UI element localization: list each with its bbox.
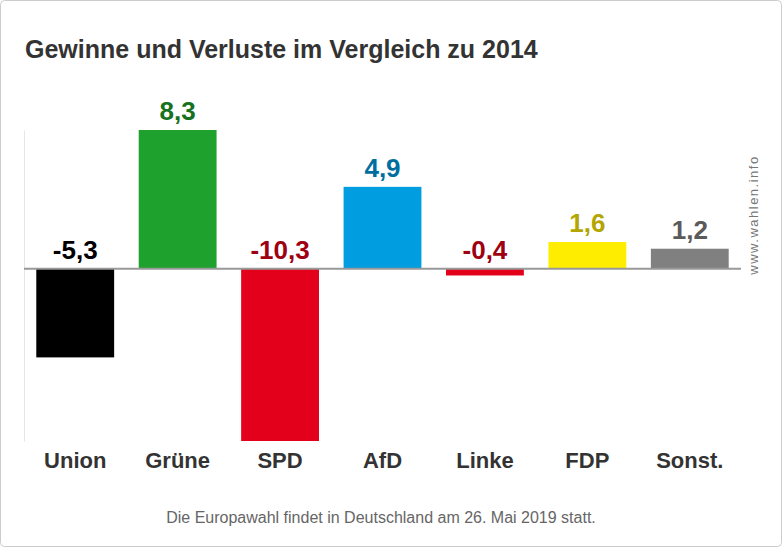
x-tick-label: FDP xyxy=(565,448,609,473)
footnote: Die Europawahl findet in Deutschland am … xyxy=(166,509,596,526)
data-label: 8,3 xyxy=(160,96,196,126)
x-tick-label: Union xyxy=(44,448,106,473)
bar xyxy=(139,130,217,269)
watermark: www.wahlen.info xyxy=(746,155,761,275)
bar xyxy=(241,269,319,441)
title: Gewinne und Verluste im Vergleich zu 201… xyxy=(25,35,538,63)
data-label: 1,2 xyxy=(672,215,708,245)
x-tick-label: Grüne xyxy=(145,448,210,473)
x-tick-label: AfD xyxy=(363,448,402,473)
data-label: -0,4 xyxy=(463,235,508,265)
zero-line xyxy=(24,268,741,270)
x-tick: Grüne xyxy=(145,448,210,473)
x-tick-label: Linke xyxy=(456,448,513,473)
x-tick: Union xyxy=(44,448,106,473)
data-label: 1,6 xyxy=(569,208,605,238)
data-label: 4,9 xyxy=(364,153,400,183)
grid xyxy=(24,268,741,269)
bar xyxy=(446,269,524,276)
x-tick-label: Sonst. xyxy=(656,448,723,473)
data-label: -5,3 xyxy=(53,235,98,265)
x-tick-label: SPD xyxy=(257,448,302,473)
chart: Gewinne und Verluste im Vergleich zu 201… xyxy=(0,0,782,547)
x-tick: AfD xyxy=(363,448,402,473)
y-axis-line xyxy=(24,131,25,442)
bar xyxy=(36,269,114,358)
x-tick: SPD xyxy=(257,448,302,473)
x-axis: Union Grüne SPD AfD Linke FDP Sonst. xyxy=(44,448,723,473)
bars xyxy=(36,130,728,441)
bar xyxy=(344,187,422,269)
x-tick: Linke xyxy=(456,448,513,473)
x-tick: Sonst. xyxy=(656,448,723,473)
y-axis xyxy=(24,131,26,442)
data-labels: -5,3 8,3 -10,3 4,9 -0,4 1,6 1,2 xyxy=(53,96,708,265)
frame xyxy=(1,1,782,547)
x-tick: FDP xyxy=(565,448,609,473)
bar xyxy=(651,249,729,269)
bar xyxy=(548,242,626,269)
data-label: -10,3 xyxy=(250,235,309,265)
